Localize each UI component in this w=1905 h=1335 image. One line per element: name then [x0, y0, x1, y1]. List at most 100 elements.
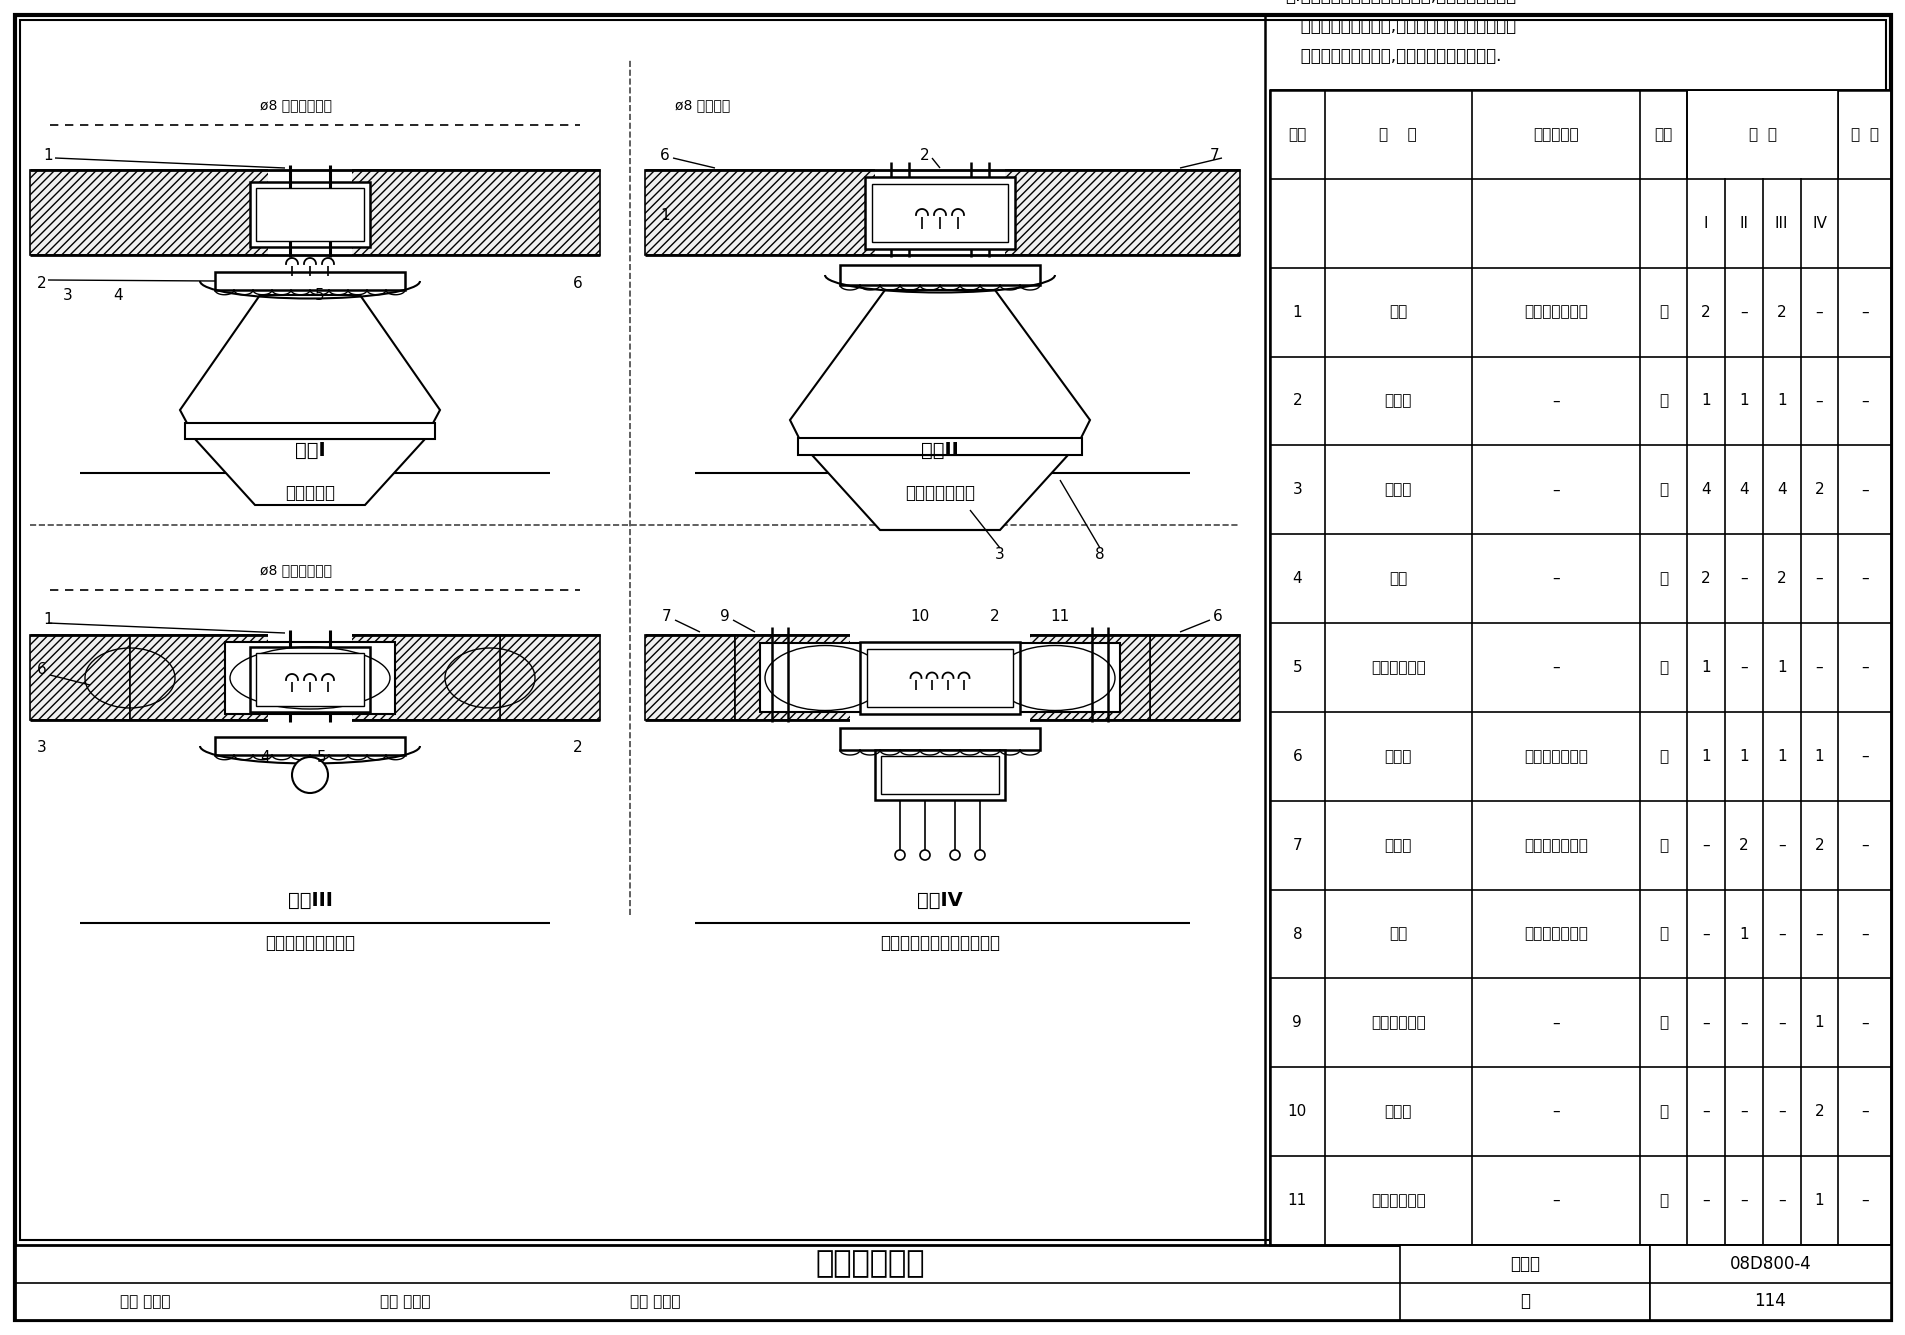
- Text: 2: 2: [38, 275, 48, 291]
- Text: 1: 1: [1701, 659, 1711, 676]
- Text: –: –: [1551, 394, 1558, 409]
- Text: 1: 1: [659, 207, 669, 223]
- Bar: [185, 423, 434, 439]
- Text: 方案I: 方案I: [295, 441, 326, 459]
- Text: –: –: [1815, 659, 1823, 676]
- Text: 11: 11: [1288, 1193, 1307, 1208]
- Text: 个: 个: [1657, 749, 1667, 764]
- Text: –: –: [1701, 1193, 1709, 1208]
- Text: 6: 6: [36, 662, 48, 677]
- Circle shape: [949, 850, 960, 860]
- Text: 接线盒: 接线盒: [1383, 749, 1412, 764]
- Text: 7: 7: [1292, 837, 1301, 853]
- Text: –: –: [1815, 926, 1823, 941]
- Bar: [255, 188, 364, 242]
- Text: 1: 1: [1701, 394, 1711, 409]
- Text: 螺钉: 螺钉: [1389, 571, 1406, 586]
- Text: –: –: [1859, 394, 1867, 409]
- Text: 由工程设计确定: 由工程设计确定: [1524, 837, 1587, 853]
- Text: 1: 1: [44, 613, 53, 627]
- Text: 型号及规格: 型号及规格: [1532, 127, 1577, 142]
- Text: 个: 个: [1657, 394, 1667, 409]
- Bar: [874, 750, 1004, 800]
- Text: 2: 2: [1814, 1104, 1823, 1119]
- Bar: [255, 653, 364, 706]
- Text: 4: 4: [261, 750, 271, 765]
- Text: 设计 王亚平: 设计 王亚平: [631, 1294, 680, 1308]
- Text: 电线管: 电线管: [1383, 837, 1412, 853]
- Text: –: –: [1551, 1016, 1558, 1031]
- Text: 2: 2: [573, 741, 583, 756]
- Text: –: –: [1859, 837, 1867, 853]
- Text: 个: 个: [1657, 926, 1667, 941]
- Text: –: –: [1777, 1193, 1785, 1208]
- Text: 1: 1: [1292, 304, 1301, 319]
- Bar: [880, 756, 998, 794]
- Bar: [850, 633, 1029, 722]
- Text: 9: 9: [720, 610, 730, 625]
- Bar: [269, 633, 352, 722]
- Bar: [15, 1246, 1890, 1320]
- Text: –: –: [1739, 659, 1747, 676]
- Text: 2: 2: [920, 147, 930, 163]
- Text: –: –: [1777, 1016, 1785, 1031]
- Text: –: –: [1859, 571, 1867, 586]
- Circle shape: [895, 850, 905, 860]
- Bar: [30, 170, 600, 255]
- Bar: [872, 184, 1008, 242]
- Text: 2: 2: [991, 610, 1000, 625]
- Text: 圆塑料台外台: 圆塑料台外台: [1370, 1016, 1425, 1031]
- Text: 根: 根: [1657, 837, 1667, 853]
- Text: –: –: [1777, 1104, 1785, 1119]
- Text: 114: 114: [1755, 1292, 1785, 1310]
- Polygon shape: [194, 439, 425, 505]
- Text: 10: 10: [911, 610, 930, 625]
- Text: –: –: [1701, 1016, 1709, 1031]
- Text: 8: 8: [1095, 547, 1105, 562]
- Polygon shape: [789, 290, 1090, 441]
- Bar: [644, 635, 735, 720]
- Text: 数  量: 数 量: [1749, 127, 1775, 142]
- Text: 9: 9: [1292, 1016, 1301, 1031]
- Bar: [130, 635, 499, 720]
- Text: III: III: [1774, 216, 1787, 231]
- Text: 3: 3: [63, 287, 72, 303]
- Bar: [644, 170, 1240, 255]
- Text: –: –: [1551, 1104, 1558, 1119]
- Text: 木螺钉: 木螺钉: [1383, 1104, 1412, 1119]
- Text: ø8 圆钢跨接地线: ø8 圆钢跨接地线: [259, 97, 331, 112]
- Text: 塑料管、塑料盒、圆塑料台: 塑料管、塑料盒、圆塑料台: [880, 934, 1000, 952]
- Text: 1: 1: [1737, 926, 1747, 941]
- Text: –: –: [1551, 571, 1558, 586]
- Text: –: –: [1739, 1104, 1747, 1119]
- Text: 2: 2: [1701, 304, 1711, 319]
- Text: –: –: [1739, 571, 1747, 586]
- Text: 2: 2: [1292, 394, 1301, 409]
- Text: 个: 个: [1657, 1193, 1667, 1208]
- Text: –: –: [1859, 659, 1867, 676]
- Text: –: –: [1739, 1016, 1747, 1031]
- Circle shape: [920, 850, 930, 860]
- Text: 1: 1: [1775, 749, 1785, 764]
- Text: –: –: [1859, 749, 1867, 764]
- Text: 4: 4: [1701, 482, 1711, 498]
- Text: 1: 1: [1814, 749, 1823, 764]
- Text: 11: 11: [1050, 610, 1069, 625]
- Text: 4: 4: [112, 287, 122, 303]
- Bar: [1650, 1246, 1890, 1320]
- Text: –: –: [1859, 1104, 1867, 1119]
- Text: 单位: 单位: [1654, 127, 1673, 142]
- Text: 4: 4: [1775, 482, 1785, 498]
- Bar: [735, 635, 1149, 720]
- Text: 个: 个: [1657, 482, 1667, 498]
- Text: –: –: [1739, 1193, 1747, 1208]
- Text: 塑料管、塑料盒: 塑料管、塑料盒: [905, 485, 975, 502]
- Text: –: –: [1859, 926, 1867, 941]
- Bar: [1149, 635, 1240, 720]
- Text: 7: 7: [661, 610, 671, 625]
- Text: –: –: [1551, 1193, 1558, 1208]
- Text: 1: 1: [1737, 749, 1747, 764]
- Text: –: –: [1859, 1193, 1867, 1208]
- Text: 方案IV: 方案IV: [916, 890, 962, 909]
- Text: –: –: [1859, 304, 1867, 319]
